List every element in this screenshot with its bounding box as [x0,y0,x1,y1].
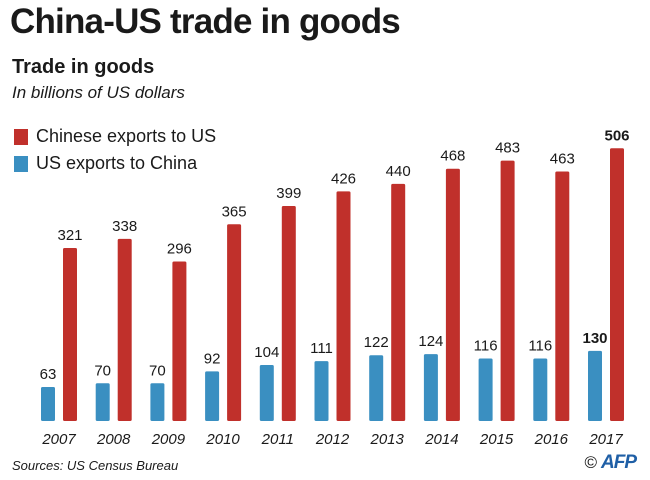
bar-us-exports-2013 [369,355,384,421]
x-tick-label-2009: 2009 [151,431,186,448]
bar-chinese-exports-2010 [227,224,242,421]
value-label-chinese-exports-2009: 296 [167,240,192,257]
bar-us-exports-2016 [533,358,548,421]
value-label-chinese-exports-2015: 483 [495,140,520,157]
x-tick-label-2015: 2015 [479,431,514,448]
bar-us-exports-2012 [314,361,329,421]
value-label-us-exports-2015: 116 [474,337,498,354]
bar-us-exports-2007 [41,387,55,421]
bar-us-exports-2010 [205,371,220,421]
value-label-chinese-exports-2008: 338 [112,218,137,235]
bar-chinese-exports-2008 [117,238,132,421]
legend-swatch-us-exports [14,155,28,172]
bar-chinese-exports-2013 [391,183,406,421]
bar-us-exports-2017 [588,350,602,421]
value-label-chinese-exports-2016: 463 [550,150,575,167]
value-label-us-exports-2007: 63 [40,366,57,383]
legend-label-us-exports: US exports to China [36,153,198,173]
value-label-chinese-exports-2017: 506 [604,127,629,144]
value-label-chinese-exports-2014: 468 [440,148,465,165]
value-label-chinese-exports-2013: 440 [386,163,411,180]
bar-chinese-exports-2014 [445,168,460,421]
x-tick-label-2007: 2007 [41,431,76,448]
x-tick-label-2012: 2012 [315,431,350,448]
value-label-us-exports-2011: 104 [254,344,279,361]
credit: © AFP [584,452,637,474]
bar-us-exports-2011 [259,364,274,421]
bar-us-exports-2014 [423,354,438,421]
bar-chinese-exports-2012 [336,191,351,421]
value-label-us-exports-2012: 111 [310,340,333,357]
value-label-us-exports-2010: 92 [204,350,221,367]
bar-chinese-exports-2016 [555,171,570,421]
legend: Chinese exports to US US exports to Chin… [14,123,216,177]
copyright-symbol: © [584,453,597,472]
bar-us-exports-2015 [478,358,493,421]
bar-us-exports-2009 [150,383,165,421]
value-label-us-exports-2016: 116 [528,337,552,354]
headline: China-US trade in goods [10,2,401,41]
legend-item-chinese-exports: Chinese exports to US [14,123,216,150]
value-label-us-exports-2014: 124 [418,333,443,350]
source-note: Sources: US Census Bureau [12,458,179,473]
x-tick-label-2014: 2014 [424,431,458,448]
x-tick-label-2008: 2008 [96,431,131,448]
value-label-us-exports-2017: 130 [582,330,607,347]
value-label-chinese-exports-2007: 321 [57,227,82,244]
legend-swatch-chinese-exports [14,128,28,145]
x-tick-label-2011: 2011 [261,431,294,448]
x-tick-label-2016: 2016 [534,431,569,448]
chart-subtitle: Trade in goods [12,56,155,78]
bar-chinese-exports-2017 [610,148,624,422]
bar-chinese-exports-2015 [500,160,515,421]
x-tick-label-2013: 2013 [370,431,405,448]
bar-chinese-exports-2011 [281,205,296,421]
value-label-chinese-exports-2012: 426 [331,170,356,187]
value-label-chinese-exports-2010: 365 [222,203,247,220]
legend-label-chinese-exports: Chinese exports to US [36,126,217,146]
value-label-us-exports-2008: 70 [94,362,111,379]
legend-item-us-exports: US exports to China [14,150,216,177]
bar-chinese-exports-2009 [172,261,187,421]
units-label: In billions of US dollars [12,83,185,102]
afp-logo-icon: AFP [601,452,637,473]
value-label-us-exports-2009: 70 [149,362,166,379]
bar-chinese-exports-2007 [63,247,77,421]
x-tick-label-2017: 2017 [588,431,623,448]
value-label-chinese-exports-2011: 399 [276,185,301,202]
value-label-us-exports-2013: 122 [364,334,389,351]
x-tick-label-2010: 2010 [205,431,240,448]
bar-us-exports-2008 [95,383,110,421]
